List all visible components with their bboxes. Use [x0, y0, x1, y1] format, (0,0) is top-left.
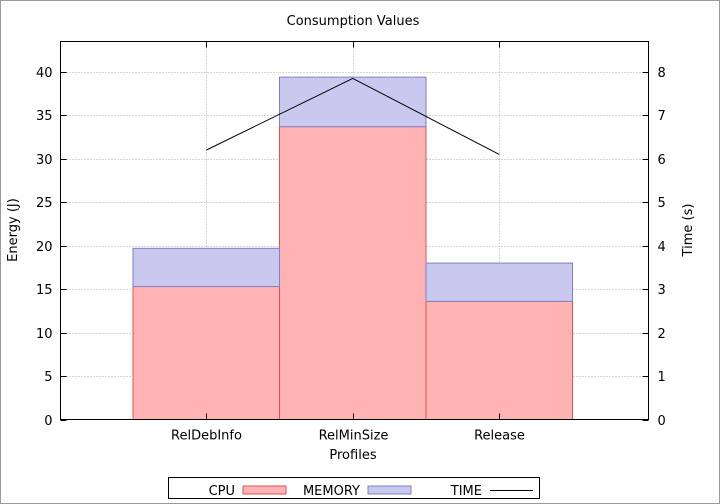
y-tick-label: 0 [44, 414, 52, 429]
y2-tick-label: 4 [658, 240, 666, 255]
y2-tick-label: 2 [658, 327, 666, 342]
legend-label-time: TIME [450, 484, 482, 499]
y2-tick-label: 5 [658, 196, 666, 211]
y2-tick-label: 8 [658, 66, 666, 81]
y-tick-label: 40 [36, 66, 53, 81]
bar-memory-relminsize [279, 76, 427, 128]
bar-cpu-reldebinfo [132, 286, 280, 420]
legend-swatch-memory [367, 485, 412, 495]
x-tick-label: Release [474, 429, 525, 444]
x-tick-label: RelDebInfo [171, 429, 242, 444]
y2-axis-label: Time (s) [681, 204, 696, 258]
legend: CPU MEMORY TIME [168, 477, 540, 499]
legend-label-memory: MEMORY [303, 484, 360, 499]
plot-frame [60, 41, 649, 420]
y-tick-label: 15 [36, 283, 53, 298]
y2-tick-label: 3 [658, 283, 666, 298]
y-tick-label: 25 [36, 196, 53, 211]
y-tick-label: 5 [44, 370, 52, 385]
legend-swatch-cpu [242, 485, 287, 495]
chart-title: Consumption Values [287, 14, 420, 29]
y2-tick-label: 6 [658, 153, 666, 168]
y-tick-label: 20 [36, 240, 53, 255]
y2-tick-label: 0 [658, 414, 666, 429]
bar-cpu-relminsize [279, 126, 427, 420]
y2-tick-label: 7 [658, 109, 666, 124]
bar-memory-reldebinfo [132, 247, 280, 288]
y-axis-label: Energy (J) [6, 198, 21, 262]
axis-ticks: 0 5 10 15 20 25 30 35 40 0 1 2 3 4 5 6 7 8 RelDebInfo RelMi… [36, 41, 666, 444]
y-tick-label: 30 [36, 153, 53, 168]
bar-memory-release [425, 262, 573, 302]
bar-cpu-release [425, 300, 573, 420]
y-tick-label: 35 [36, 109, 53, 124]
line-time [206, 77, 500, 155]
time-line-layer [206, 77, 500, 155]
x-axis-label: Profiles [329, 448, 376, 463]
y2-tick-label: 1 [658, 370, 666, 385]
y-tick-label: 10 [36, 327, 53, 342]
x-tick-label: RelMinSize [319, 429, 389, 444]
legend-label-cpu: CPU [209, 484, 235, 499]
